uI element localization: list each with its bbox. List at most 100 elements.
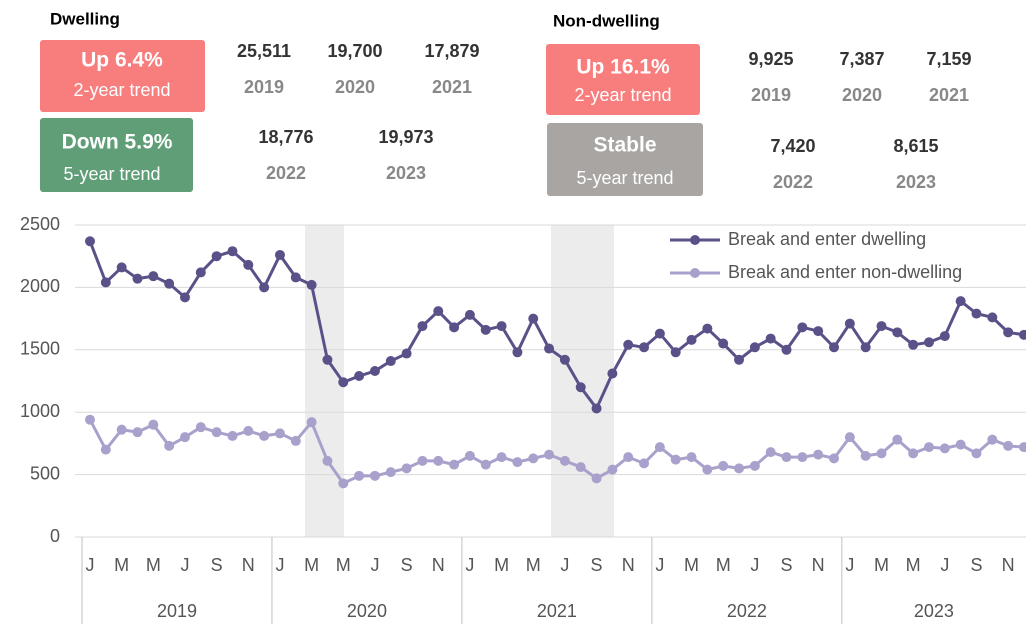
x-tick-label: M <box>336 555 351 575</box>
total-year: 2023 <box>386 163 426 183</box>
point <box>607 464 618 475</box>
total-year: 2019 <box>751 85 791 105</box>
x-tick-label: S <box>211 555 223 575</box>
trend-headline: Down 5.9% <box>62 131 173 154</box>
x-tick-label: M <box>906 555 921 575</box>
point <box>844 432 855 443</box>
point <box>591 473 602 484</box>
total-value: 19,973 <box>378 127 433 147</box>
total-year: 2022 <box>773 172 813 192</box>
point <box>464 450 475 461</box>
point <box>939 443 950 454</box>
legend-marker <box>690 235 700 245</box>
point <box>259 430 270 441</box>
point <box>971 448 982 459</box>
x-tick-label: J <box>940 555 949 575</box>
point <box>496 321 507 332</box>
point <box>227 430 238 441</box>
point <box>559 455 570 466</box>
point <box>528 313 539 324</box>
x-tick-label: S <box>401 555 413 575</box>
point <box>892 327 903 338</box>
point <box>813 326 824 337</box>
point <box>512 457 523 468</box>
point <box>749 460 760 471</box>
point <box>306 417 317 428</box>
point <box>607 368 618 379</box>
point <box>179 292 190 303</box>
x-tick-label: M <box>716 555 731 575</box>
total-year: 2021 <box>432 77 472 97</box>
point <box>544 449 555 460</box>
x-tick-label: M <box>684 555 699 575</box>
point <box>892 434 903 445</box>
point <box>829 342 840 353</box>
point <box>781 452 792 463</box>
total-value: 19,700 <box>327 41 382 61</box>
point <box>623 339 634 350</box>
point <box>211 427 222 438</box>
point <box>290 272 301 283</box>
point <box>955 439 966 450</box>
total-year: 2019 <box>244 77 284 97</box>
point <box>274 249 285 260</box>
x-tick-label: J <box>86 555 95 575</box>
point <box>369 366 380 377</box>
point <box>401 463 412 474</box>
point <box>164 440 175 451</box>
point <box>876 321 887 332</box>
x-tick-label: S <box>970 555 982 575</box>
point <box>923 442 934 453</box>
trend-label: 2-year trend <box>73 80 170 100</box>
total-year: 2023 <box>896 172 936 192</box>
point <box>718 460 729 471</box>
trend-box <box>40 40 205 112</box>
year-label: 2021 <box>537 601 577 621</box>
y-tick-label: 500 <box>30 463 60 483</box>
point <box>100 277 111 288</box>
point <box>939 331 950 342</box>
panel-title: Non-dwelling <box>553 11 660 30</box>
trend-box <box>40 118 193 192</box>
point <box>132 273 143 284</box>
x-tick-label: J <box>180 555 189 575</box>
trend-headline: Up 16.1% <box>576 56 670 79</box>
point <box>797 322 808 333</box>
point <box>512 347 523 358</box>
point <box>1018 442 1026 453</box>
x-tick-label: M <box>304 555 319 575</box>
y-tick-label: 0 <box>50 526 60 546</box>
y-tick-label: 2000 <box>20 276 60 296</box>
point <box>734 354 745 365</box>
point <box>528 453 539 464</box>
year-label: 2019 <box>157 601 197 621</box>
point <box>797 452 808 463</box>
point <box>860 450 871 461</box>
x-tick-label: J <box>465 555 474 575</box>
x-tick-label: J <box>845 555 854 575</box>
point <box>1003 327 1014 338</box>
point <box>1018 329 1026 340</box>
point <box>195 267 206 278</box>
point <box>971 308 982 319</box>
point <box>829 453 840 464</box>
trend-box <box>546 44 700 115</box>
point <box>623 452 634 463</box>
point <box>496 452 507 463</box>
point <box>670 454 681 465</box>
point <box>575 382 586 393</box>
point <box>417 455 428 466</box>
x-tick-label: N <box>1002 555 1015 575</box>
x-tick-label: N <box>432 555 445 575</box>
legend-label: Break and enter non-dwelling <box>728 262 962 282</box>
point <box>639 342 650 353</box>
point <box>987 312 998 323</box>
trend-label: 5-year trend <box>576 168 673 188</box>
total-year: 2022 <box>266 163 306 183</box>
point <box>813 449 824 460</box>
y-tick-label: 1000 <box>20 401 60 421</box>
total-value: 17,879 <box>424 41 479 61</box>
point <box>765 447 776 458</box>
point <box>338 377 349 388</box>
